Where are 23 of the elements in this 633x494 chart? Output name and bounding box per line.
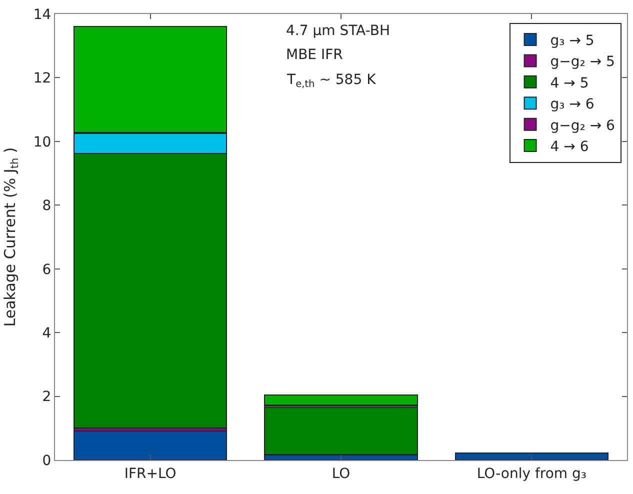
y-tick-label: 12: [33, 70, 52, 87]
bar: [454, 452, 608, 460]
y-tick-label: 8: [42, 198, 52, 214]
legend-label: g−g₂ → 6: [550, 118, 616, 134]
y-tick-label: 10: [33, 134, 52, 150]
legend-label: g₃ → 5: [550, 32, 594, 49]
y-tick-label: 14: [33, 6, 52, 23]
annotation: MBE IFR: [286, 47, 344, 63]
x-tick-label: LO-only from g₃: [476, 466, 586, 482]
annotation: 4.7 μm STA-BH: [286, 23, 390, 39]
legend-label: g₃ → 6: [550, 96, 594, 113]
bar: [264, 394, 418, 406]
legend-label: g−g₂ → 5: [550, 54, 615, 70]
legend-label: 4 → 6: [550, 138, 589, 155]
y-tick-label: 0: [42, 452, 52, 469]
y-tick-label: 6: [42, 262, 52, 278]
annotation: T$_{e,th}$ ~ 585 K: [286, 72, 377, 90]
legend-label: 4 → 5: [550, 75, 589, 92]
x-tick-label: IFR+LO: [124, 466, 176, 482]
y-tick-label: 4: [42, 325, 52, 342]
x-tick-label: LO: [332, 466, 350, 482]
bar: [74, 430, 228, 460]
y-tick-label: 2: [42, 389, 52, 406]
